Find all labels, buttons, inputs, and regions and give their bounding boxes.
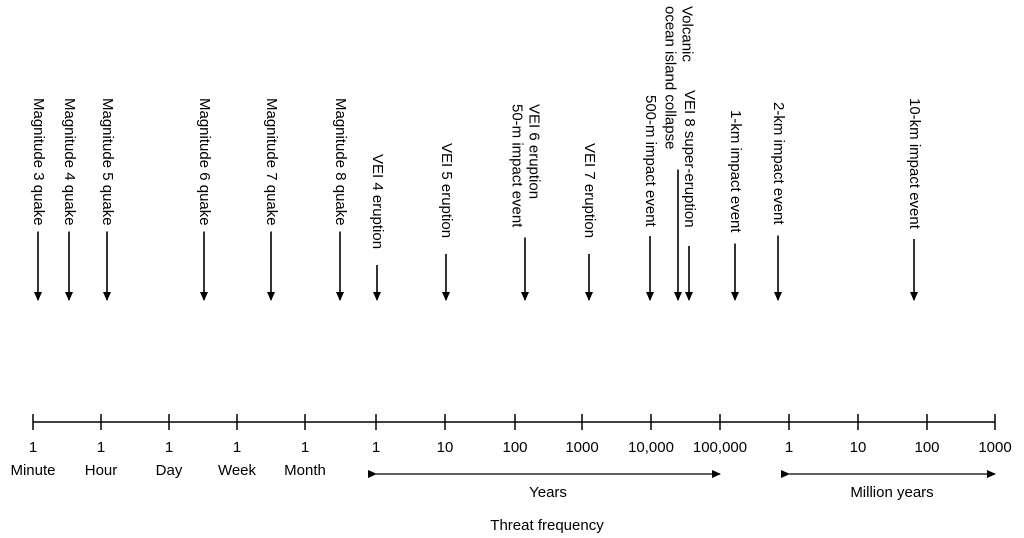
tick-unit-label: Hour: [85, 462, 118, 479]
range-label: Million years: [850, 484, 933, 501]
event-label-text: Volcanic: [679, 6, 696, 62]
tick-label: 100,000: [693, 439, 747, 456]
tick-label: 1000: [978, 439, 1011, 456]
event-label-group: Magnitude 8 quake: [332, 98, 349, 301]
tick-label: 100: [502, 439, 527, 456]
event-label-group: VEI 4 eruption: [369, 154, 386, 301]
tick-label: 10: [850, 439, 867, 456]
event-label-text: Magnitude 5 quake: [99, 98, 116, 226]
tick-label: 1: [785, 439, 793, 456]
event-label-text: Magnitude 4 quake: [61, 98, 78, 226]
tick-unit-label: Day: [156, 462, 183, 479]
event-label-text: 500-m impact event: [642, 95, 659, 228]
event-label-text: VEI 8 super-eruption: [681, 90, 698, 228]
tick-label: 1: [301, 439, 309, 456]
event-label-group: 1-km impact event: [727, 110, 744, 301]
event-label-text: VEI 7 eruption: [581, 143, 598, 238]
event-label-group: Magnitude 5 quake: [99, 98, 116, 301]
event-label-group: Magnitude 4 quake: [61, 98, 78, 301]
tick-unit-label: Minute: [10, 462, 55, 479]
event-label-text: 50-m impact event: [509, 104, 526, 228]
event-label-group: VEI 8 super-eruption: [681, 90, 698, 301]
event-label-group: 10-km impact event: [906, 98, 923, 301]
event-label-group: VEI 5 eruption: [438, 143, 455, 301]
event-label-group: 2-km impact event: [770, 102, 787, 301]
tick-label: 1: [165, 439, 173, 456]
event-label-text: VEI 4 eruption: [369, 154, 386, 249]
event-label-text: ocean island collapse: [662, 6, 679, 149]
tick-label: 1: [372, 439, 380, 456]
tick-unit-label: Week: [218, 462, 257, 479]
event-labels: Magnitude 3 quake Magnitude 4 quake Magnit…: [30, 6, 923, 301]
tick-label: 100: [914, 439, 939, 456]
tick-label: 10,000: [628, 439, 674, 456]
axis-title: Threat frequency: [490, 517, 604, 534]
event-label-text: Magnitude 3 quake: [30, 98, 47, 226]
event-label-text: 2-km impact event: [770, 102, 787, 225]
event-label-text: 10-km impact event: [906, 98, 923, 230]
range-label: Years: [529, 484, 567, 501]
tick-label: 1: [97, 439, 105, 456]
event-label-group: Magnitude 3 quake: [30, 98, 47, 301]
event-label-text: 1-km impact event: [727, 110, 744, 233]
event-label-text: VEI 6 eruption: [526, 104, 543, 199]
event-label-text: VEI 5 eruption: [438, 143, 455, 238]
tick-label: 1000: [565, 439, 598, 456]
tick-label: 1: [233, 439, 241, 456]
tick-unit-label: Month: [284, 462, 326, 479]
axis-ticks: 1 Minute 1 Hour 1 Day 1 Week 1 Month 1 10 100 1000 10,…: [10, 414, 1012, 479]
event-label-text: Magnitude 6 quake: [196, 98, 213, 226]
tick-label: 10: [437, 439, 454, 456]
range-brackets: Years Million years: [368, 470, 996, 501]
event-label-group: VEI 7 eruption: [581, 143, 598, 301]
event-label-text: Magnitude 7 quake: [263, 98, 280, 226]
event-label-group: Magnitude 7 quake: [263, 98, 280, 301]
event-label-text: Magnitude 8 quake: [332, 98, 349, 226]
event-label-group: Magnitude 6 quake: [196, 98, 213, 301]
event-label-group: 500-m impact event: [642, 95, 659, 301]
tick-label: 1: [29, 439, 37, 456]
